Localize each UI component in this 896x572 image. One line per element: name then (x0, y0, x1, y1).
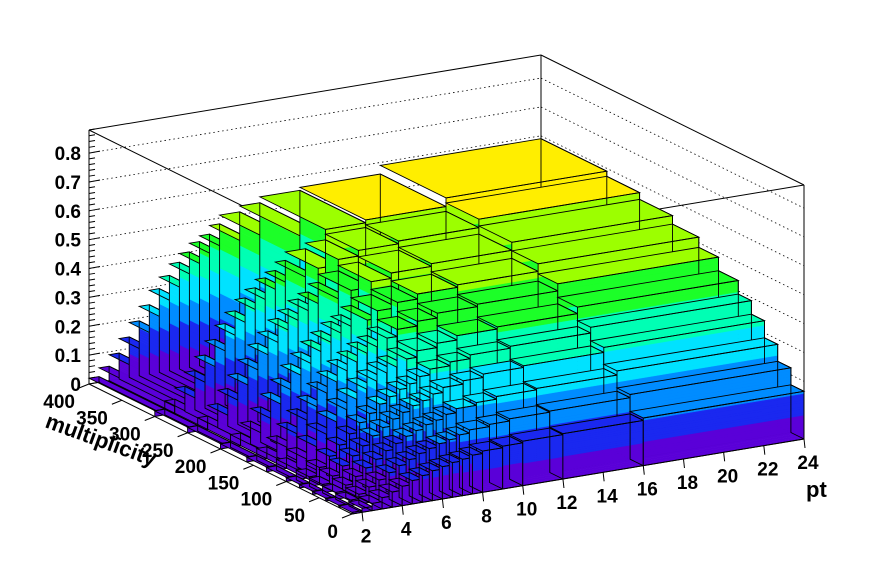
frame-edge (88, 54, 542, 131)
lego-bar (87, 376, 167, 417)
z-gridline (540, 164, 805, 296)
z-gridline (540, 106, 805, 238)
z-gridline (540, 193, 805, 324)
z-gridline (540, 77, 805, 209)
lego-bars (87, 138, 806, 515)
z-gridline (88, 77, 542, 154)
z-gridline (540, 135, 805, 267)
frame-edge (540, 54, 805, 186)
